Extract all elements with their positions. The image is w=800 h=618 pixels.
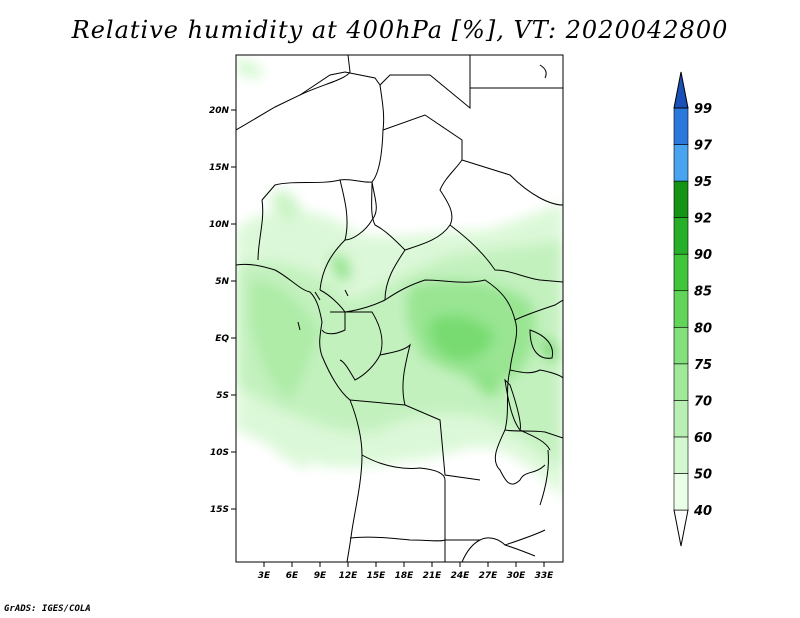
colorbar-bin — [673, 473, 689, 511]
longitude-axis: 3E 6E 9E 12E 15E 18E 21E 24E 27E 30E 33E — [258, 562, 554, 581]
colorbar-label: 70 — [694, 394, 712, 409]
latitude-axis: 20N 15N 10N 5N EQ 5S 10S 15S — [209, 106, 236, 515]
lat-label-20n: 20N — [209, 106, 230, 116]
colorbar-label: 97 — [694, 139, 713, 154]
colorbar-label: 50 — [694, 467, 712, 482]
humidity-field — [236, 59, 563, 500]
colorbar-bin — [673, 363, 689, 401]
colorbar: 40 50 60 70 75 80 85 90 92 95 97 99 — [673, 71, 713, 547]
colorbar-label: 85 — [694, 285, 712, 300]
colorbar-bin — [673, 217, 689, 255]
colorbar-label: 95 — [694, 175, 712, 190]
lon-label-30e: 30E — [507, 571, 527, 581]
lon-label-27e: 27E — [479, 571, 499, 581]
grads-credit: GrADS: IGES/COLA — [4, 604, 91, 614]
lon-label-21e: 21E — [423, 571, 443, 581]
lon-label-33e: 33E — [535, 571, 555, 581]
colorbar-label: 75 — [694, 358, 712, 373]
colorbar-label: 80 — [694, 321, 712, 336]
lon-label-3e: 3E — [258, 571, 271, 581]
lat-label-5n: 5N — [215, 277, 229, 287]
lon-label-15e: 15E — [367, 571, 387, 581]
lat-label-10n: 10N — [209, 220, 230, 230]
lon-label-6e: 6E — [286, 571, 299, 581]
lon-label-9e: 9E — [314, 571, 327, 581]
colorbar-label: 92 — [694, 212, 712, 227]
colorbar-bin — [673, 107, 689, 145]
lon-label-18e: 18E — [395, 571, 415, 581]
lon-label-24e: 24E — [451, 571, 471, 581]
colorbar-bin — [673, 326, 689, 365]
colorbar-bin-above — [673, 71, 689, 109]
colorbar-bin — [673, 290, 689, 328]
lat-label-15n: 15N — [209, 163, 230, 173]
colorbar-label: 40 — [693, 504, 712, 519]
lat-label-eq: EQ — [215, 334, 229, 344]
lon-label-12e: 12E — [339, 571, 359, 581]
colorbar-bin — [673, 144, 689, 182]
colorbar-label: 99 — [694, 102, 712, 117]
colorbar-labels: 40 50 60 70 75 80 85 90 92 95 97 99 — [693, 102, 713, 519]
colorbar-bin — [673, 253, 689, 292]
colorbar-bin — [673, 400, 689, 438]
colorbar-label: 60 — [694, 431, 712, 446]
map-frame — [235, 54, 564, 563]
colorbar-label: 90 — [694, 248, 712, 263]
lat-label-10s: 10S — [210, 448, 229, 458]
colorbar-bin — [673, 436, 689, 474]
lat-label-5s: 5S — [216, 391, 229, 401]
colorbar-bin-below — [673, 509, 689, 547]
lat-label-15s: 15S — [210, 505, 229, 515]
country-borders — [236, 55, 563, 562]
colorbar-bin — [673, 180, 689, 218]
colorbar-blocks — [673, 71, 689, 547]
map-title: Relative humidity at 400hPa [%], VT: 202… — [71, 16, 729, 44]
